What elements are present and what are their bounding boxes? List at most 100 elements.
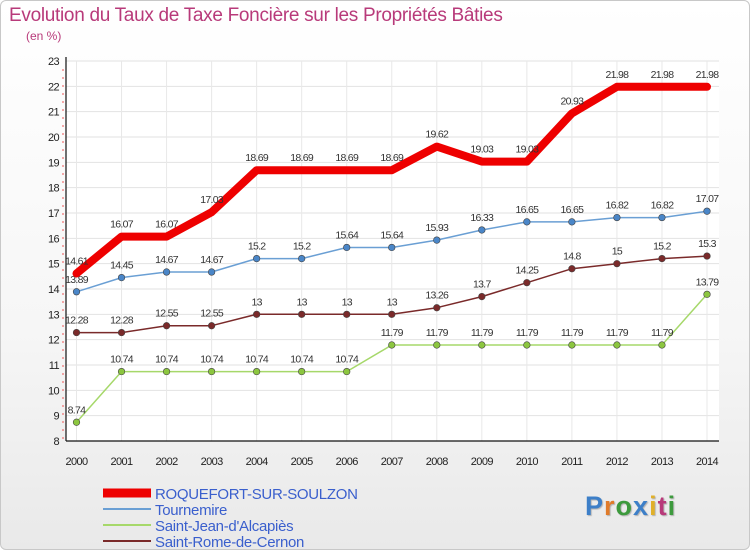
data-point [253,255,261,263]
data-label: 15.2 [653,241,671,253]
x-tick-label: 2005 [291,456,314,468]
data-point [162,322,171,330]
data-point [72,328,81,337]
y-tick-label: 22 [48,81,60,93]
data-label: 15.64 [380,229,404,241]
y-tick-label: 17 [48,208,60,220]
data-label: 21.98 [606,69,630,81]
data-label: 12.55 [155,308,179,320]
x-tick-label: 2001 [110,456,133,468]
data-label: 13.26 [425,290,449,302]
data-label: 11.79 [651,327,674,339]
y-tick-label: 13 [48,309,60,321]
x-tick-label: 2007 [381,456,404,468]
proxiti-logo: Proxiti [585,491,676,522]
data-label: 14.67 [200,254,224,266]
x-tick-label: 2002 [156,456,179,468]
data-point [613,341,621,349]
data-label: 13.7 [473,279,491,291]
data-label: 16.07 [155,219,179,231]
data-label: 10.74 [290,354,314,366]
data-point [658,213,666,222]
data-label: 11.79 [561,327,584,339]
y-tick-label: 11 [49,360,60,372]
data-label: 19.03 [515,144,539,156]
data-point [388,243,396,252]
data-label: 17.03 [200,194,224,206]
data-label: 13 [252,296,263,308]
data-label: 8.74 [68,404,86,416]
y-tick-label: 10 [48,385,60,397]
data-label: 16.65 [515,204,539,216]
data-point [703,207,711,215]
plot-area [66,61,719,441]
data-point [658,341,666,349]
data-point [613,260,621,268]
data-label: 12.28 [110,315,134,327]
data-point [343,243,351,252]
x-tick-label: 2011 [561,456,583,468]
data-label: 10.74 [335,354,359,366]
data-point [568,341,576,349]
legend-label: Saint-Rome-de-Cernon [155,534,304,550]
data-label: 13.89 [65,274,89,286]
logo-letter: i [649,491,658,521]
x-tick-label: 2006 [336,456,359,468]
data-point [162,367,171,376]
y-tick-label: 23 [48,56,60,68]
data-point [253,367,261,376]
data-label: 10.74 [155,354,179,366]
data-label: 14.67 [155,254,179,266]
data-point [388,310,396,318]
x-tick-label: 2004 [246,456,269,468]
data-label: 15.2 [293,241,311,253]
data-point [703,252,711,260]
data-point [613,213,621,222]
y-tick-label: 16 [48,233,60,245]
data-point [523,341,531,349]
x-tick-label: 2009 [471,456,494,468]
x-tick-label: 2014 [696,456,719,468]
data-point [523,218,531,226]
x-tick-label: 2012 [606,456,629,468]
series-line-0 [72,82,711,278]
data-label: 18.69 [245,152,269,164]
data-point [162,268,171,276]
data-point [478,341,486,349]
y-axis-unit: (en %) [26,29,62,43]
data-label: 15.64 [335,229,359,241]
data-label: 10.74 [110,354,134,366]
data-point [72,288,81,296]
y-tick-label: 19 [48,157,60,169]
legend-label: Saint-Jean-d'Alcapiès [155,518,293,535]
data-label: 10.74 [200,354,224,366]
data-label: 15 [612,246,623,258]
data-label: 21.98 [651,69,675,81]
data-label: 16.07 [110,219,134,231]
data-point [208,367,216,376]
data-label: 14.8 [563,251,581,263]
data-point [523,279,531,287]
data-point [208,322,216,330]
data-label: 13 [297,296,308,308]
chart-title: Evolution du Taux de Taxe Foncière sur l… [9,5,503,26]
legend-label: ROQUEFORT-SUR-SOULZON [155,486,358,503]
data-label: 18.69 [380,152,404,164]
y-tick-label: 8 [53,436,59,448]
y-tick-label: 14 [48,284,60,296]
data-point [478,293,486,301]
data-label: 18.69 [335,152,359,164]
data-point [117,274,126,282]
logo-letter: i [667,491,677,521]
data-point [433,304,441,312]
x-tick-label: 2010 [516,456,539,468]
data-point [478,226,486,234]
legend-label: Tournemire [155,502,227,519]
data-point [433,236,441,244]
data-label: 18.69 [290,152,314,164]
data-point [298,310,306,318]
data-label: 13.79 [696,276,720,288]
data-point [343,367,351,376]
